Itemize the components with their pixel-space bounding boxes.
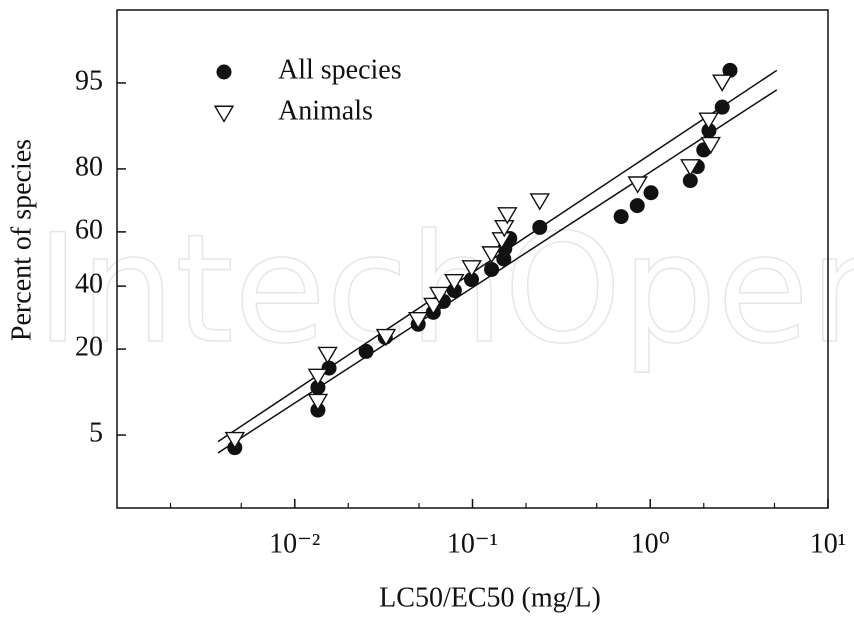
data-point [627, 176, 648, 194]
data-point [444, 273, 465, 292]
y-tick-label: 95 [75, 65, 103, 96]
data-point [429, 286, 450, 305]
y-tick-label: 60 [75, 214, 103, 245]
x-tick-label: 10¹ [810, 528, 846, 559]
data-point [497, 207, 518, 225]
data-point [310, 379, 326, 395]
data-point [680, 159, 701, 177]
legend-label: All species [278, 54, 402, 85]
data-point [532, 219, 548, 235]
x-tick-label: 10⁰ [631, 528, 670, 559]
data-point [682, 173, 698, 189]
data-point [613, 209, 629, 225]
x-axis-label: LC50/EC50 (mg/L) [379, 582, 601, 613]
x-tick-label: 10⁻¹ [447, 528, 498, 559]
data-point [307, 368, 329, 387]
data-point [698, 112, 719, 130]
y-axis-label: Percent of species [6, 139, 37, 341]
data-point [643, 185, 659, 201]
data-point [375, 328, 397, 347]
data-point [701, 123, 717, 139]
legend-marker [213, 105, 235, 123]
legend-label: Animals [278, 95, 373, 126]
data-point [481, 246, 502, 264]
x-tick-label: 10⁻² [269, 528, 320, 559]
y-tick-label: 40 [75, 269, 103, 300]
data-point [484, 261, 500, 277]
y-tick-label: 20 [75, 332, 103, 363]
data-point [358, 343, 374, 359]
data-point [461, 260, 482, 278]
data-point [629, 198, 645, 214]
data-point [494, 219, 515, 238]
legend-marker [216, 64, 232, 80]
data-point [407, 312, 429, 330]
y-tick-label: 5 [89, 417, 103, 448]
data-point [722, 62, 738, 78]
data-point [307, 393, 329, 412]
data-point [700, 136, 721, 155]
data-point [714, 99, 730, 115]
data-point [224, 431, 246, 450]
y-tick-label: 80 [75, 151, 103, 182]
data-point [463, 272, 479, 288]
data-point [317, 346, 338, 365]
data-point [423, 297, 444, 316]
data-point [711, 74, 733, 92]
data-point [529, 193, 550, 211]
